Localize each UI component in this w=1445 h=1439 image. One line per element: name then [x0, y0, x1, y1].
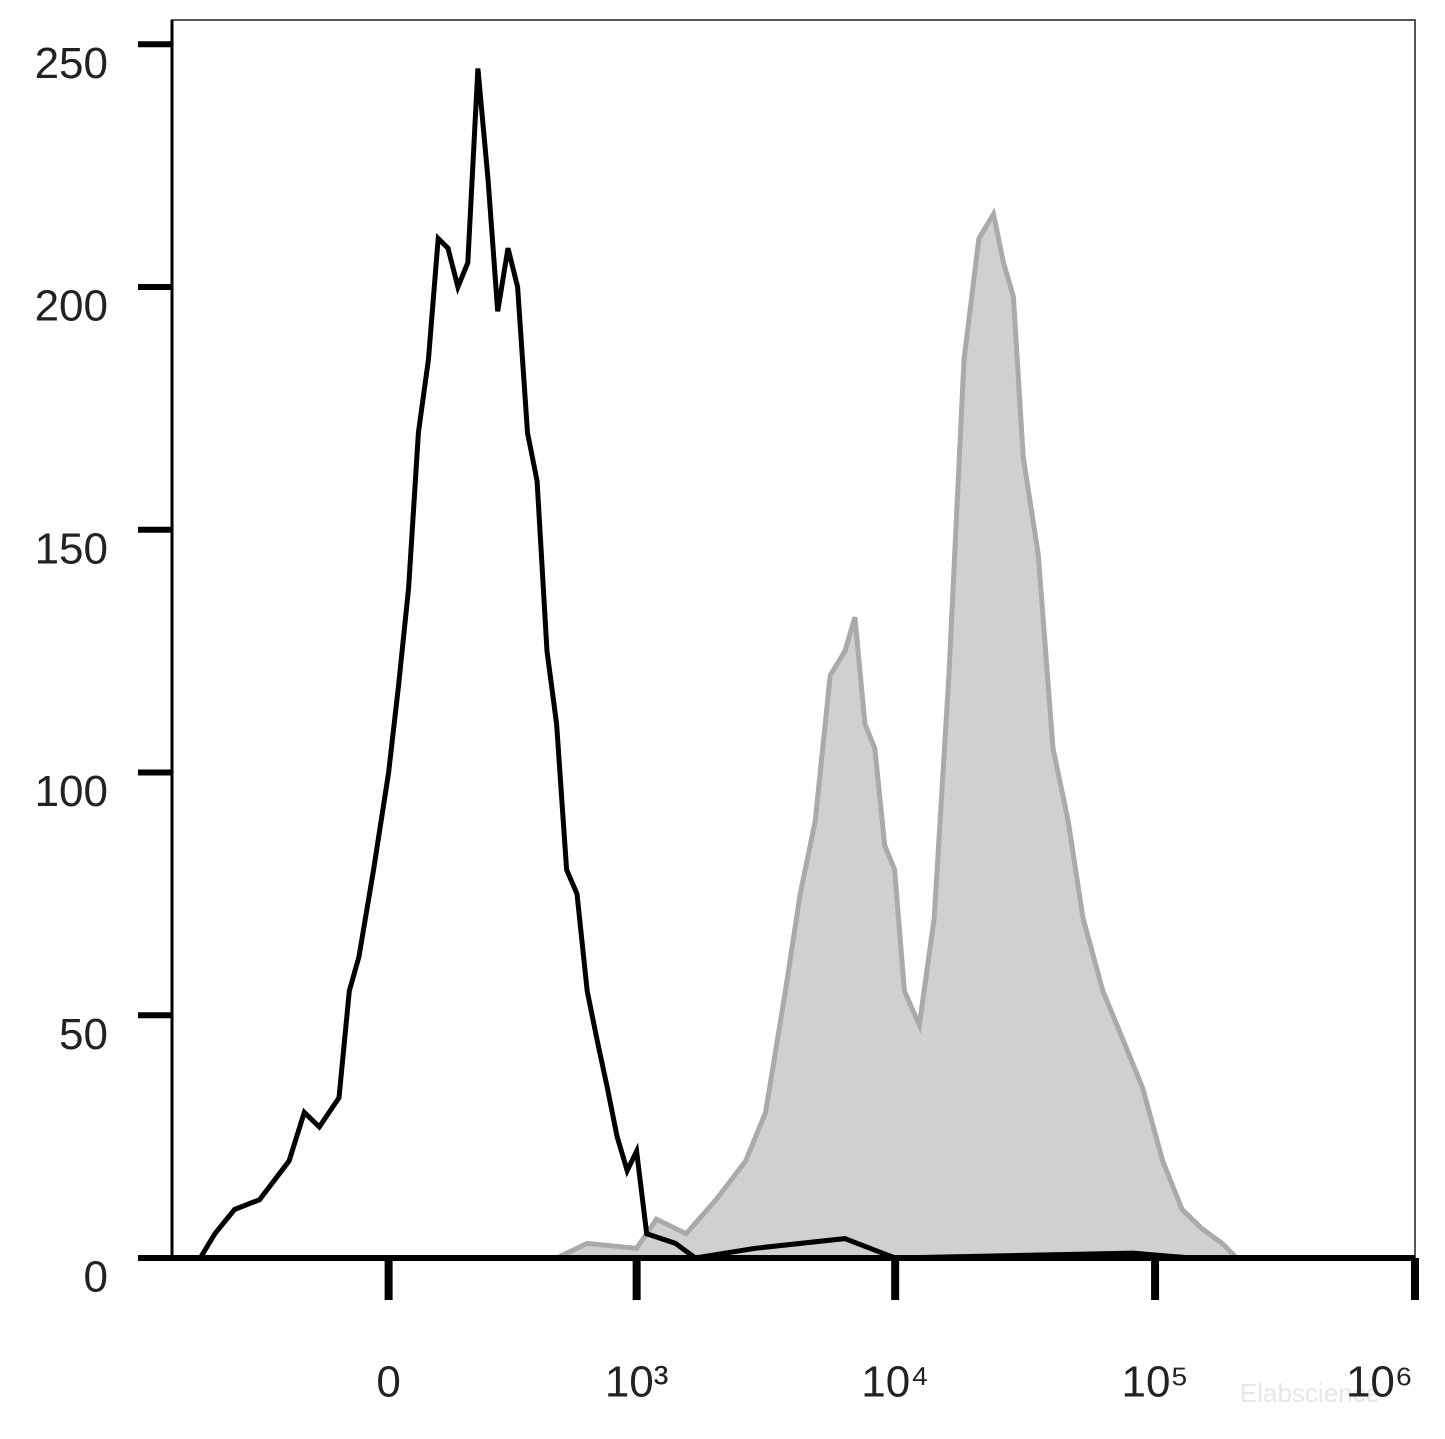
watermark: Elabscience	[1240, 1378, 1380, 1408]
x-tick-label: 0	[376, 1358, 400, 1407]
x-tick-label: 10³	[605, 1358, 669, 1407]
x-tick-label: 10⁵	[1121, 1358, 1188, 1407]
x-tick-label: 10⁴	[861, 1358, 929, 1407]
histogram-area	[172, 207, 1415, 1261]
y-tick-label: 200	[35, 282, 108, 331]
y-tick-label: 50	[59, 1010, 108, 1059]
y-tick-label: 100	[35, 767, 108, 816]
x-tick-label: 10⁶	[1346, 1358, 1413, 1407]
y-tick-label: 0	[84, 1253, 108, 1302]
histogram-line	[172, 68, 1415, 1261]
y-tick-label: 150	[35, 524, 108, 573]
y-tick-label: 250	[35, 39, 108, 88]
